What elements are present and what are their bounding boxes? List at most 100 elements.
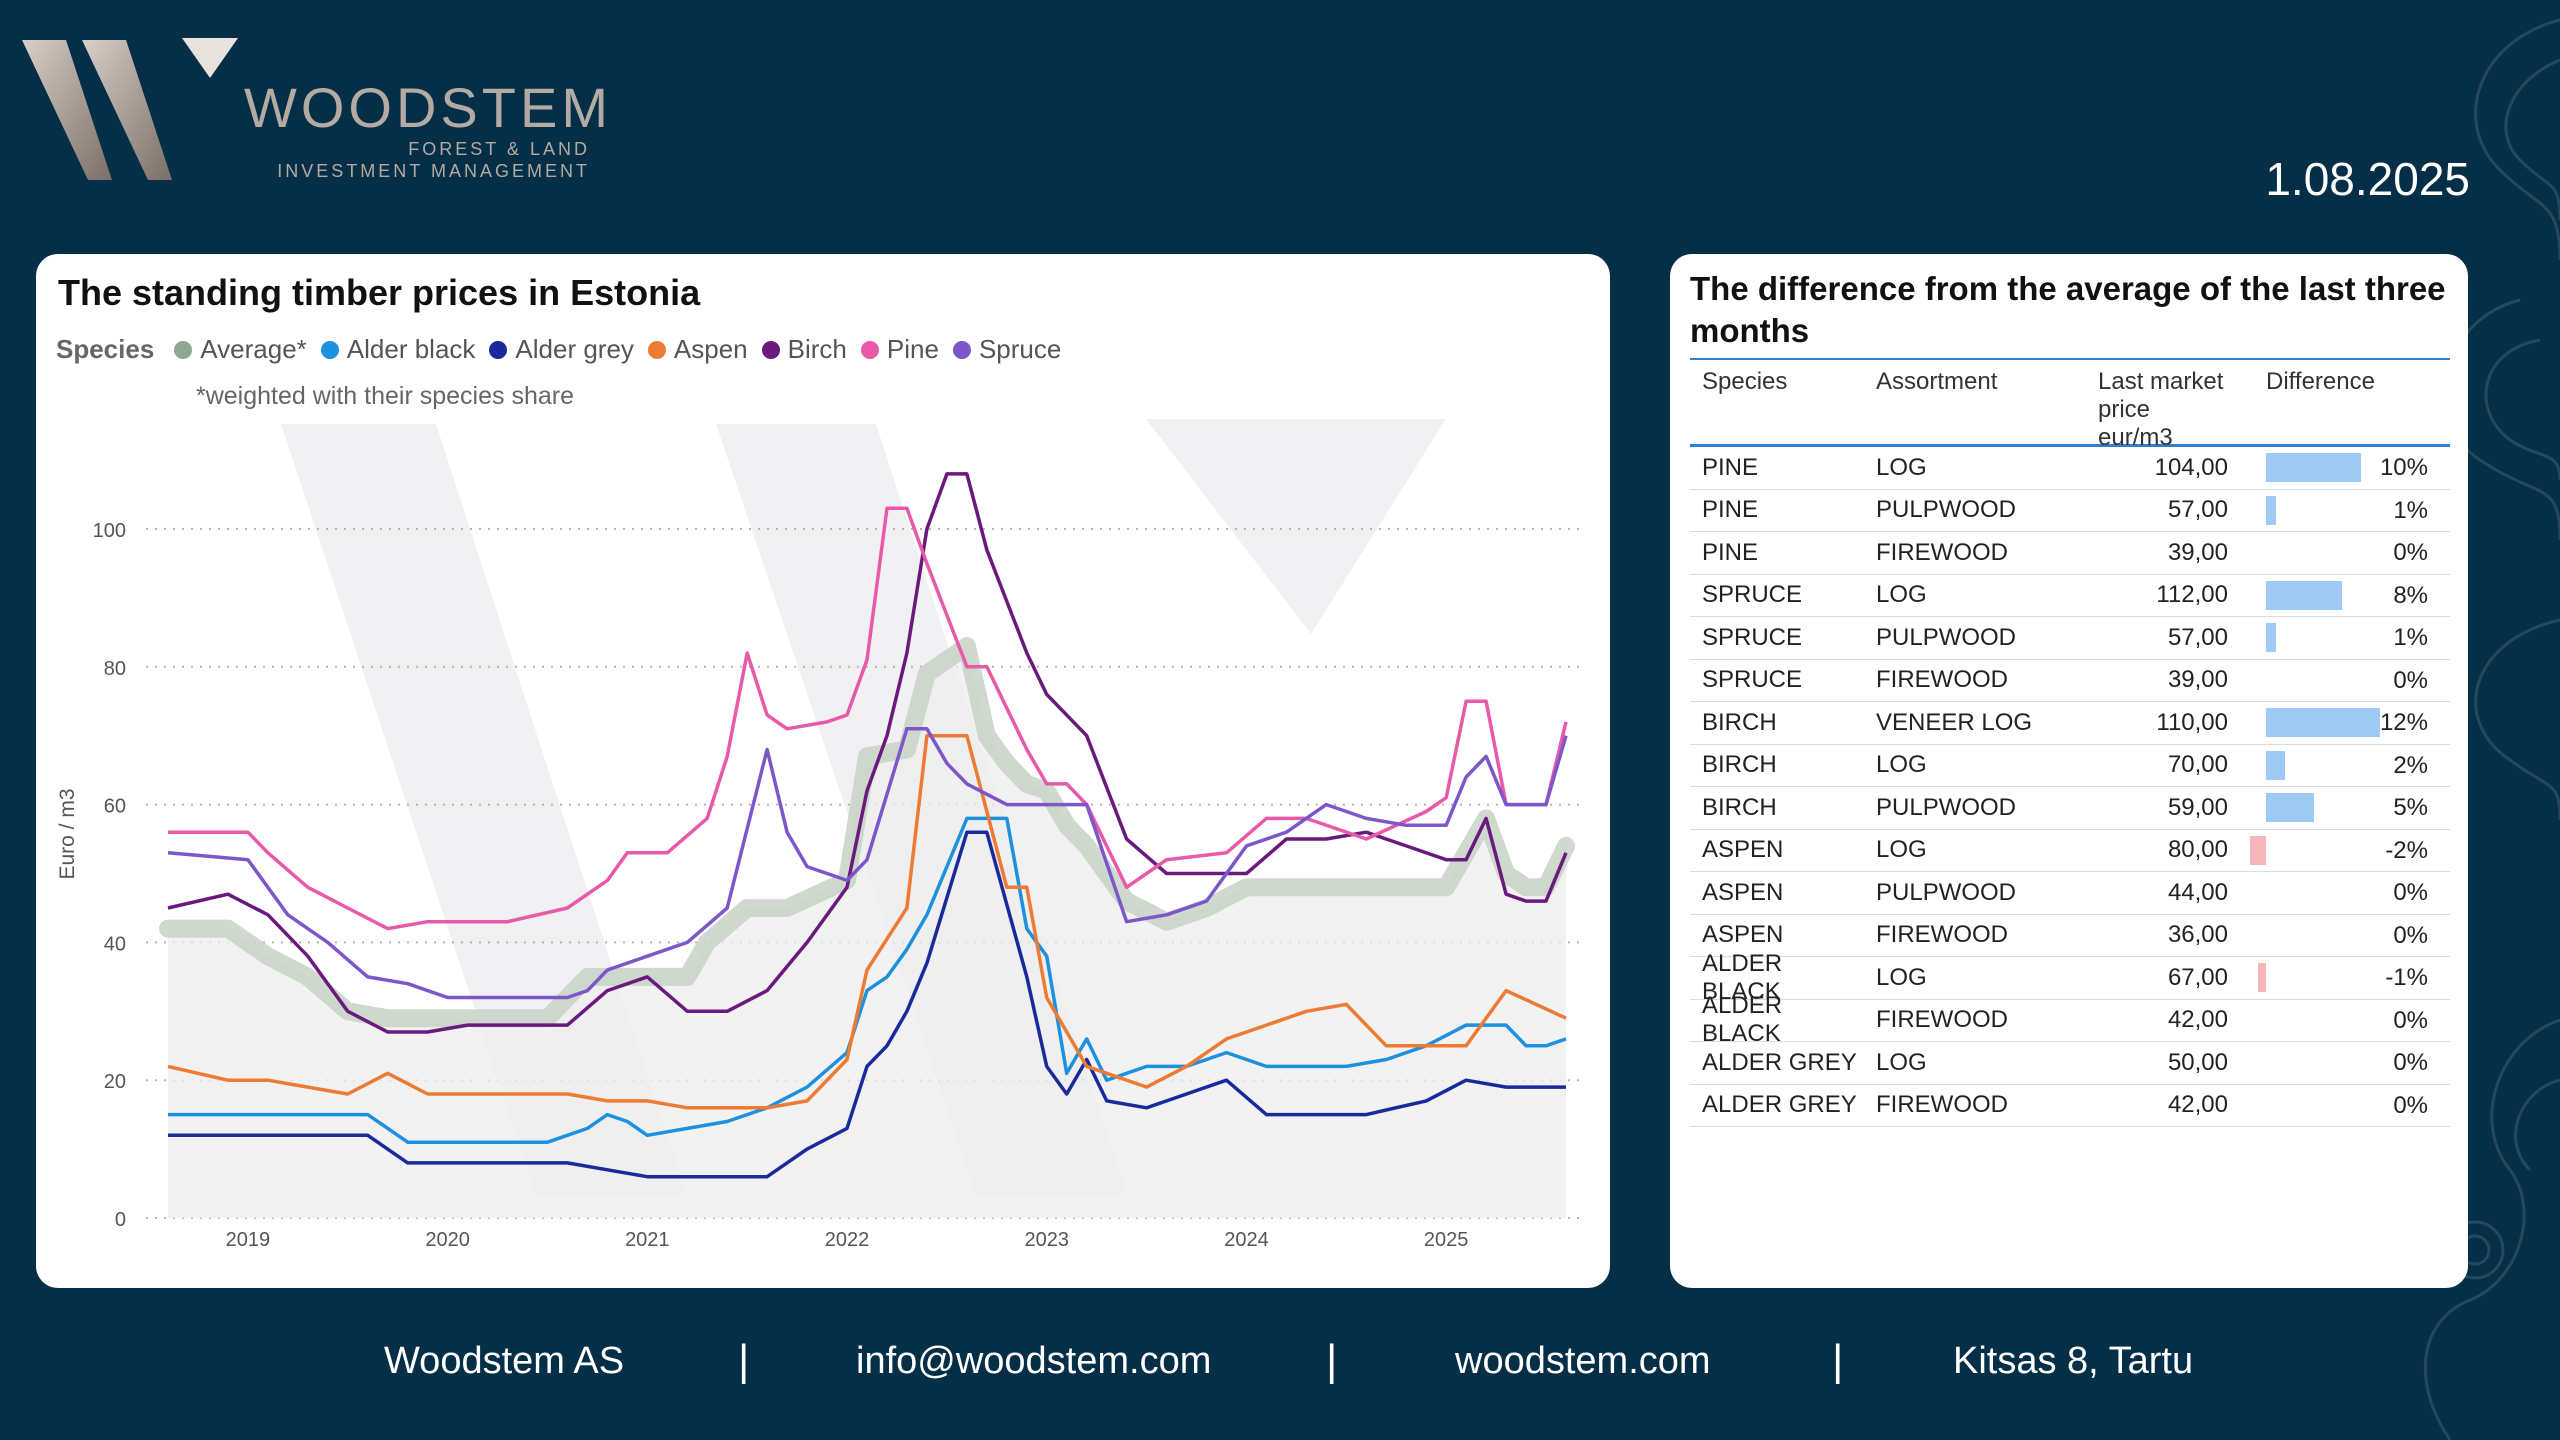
difference-value: 5% — [2393, 794, 2428, 821]
cell-difference: 5% — [2266, 787, 2436, 829]
legend-dot — [860, 340, 879, 359]
difference-value: 0% — [2393, 539, 2428, 566]
difference-value: -1% — [2385, 964, 2428, 991]
cell-species: ALDER GREY — [1702, 1091, 1857, 1119]
header-price-line2: price eur/m3 — [2098, 396, 2173, 451]
legend-dot — [174, 340, 193, 359]
legend-item[interactable]: Average* — [174, 334, 307, 365]
legend-item[interactable]: Alder black — [320, 334, 476, 365]
cell-price: 39,00 — [2167, 538, 2228, 566]
cell-assortment: FIREWOOD — [1876, 666, 2008, 694]
watermark-shape — [1146, 419, 1446, 634]
cell-species: PINE — [1702, 538, 1759, 566]
brand-sub2: INVESTMENT MANAGEMENT — [277, 161, 590, 181]
difference-bar — [2266, 750, 2285, 780]
legend-item[interactable]: Aspen — [647, 334, 748, 365]
chart-legend: Species Average* Alder black Alder grey Asp… — [56, 334, 1075, 365]
footer-separator: | — [1832, 1336, 1844, 1385]
table-body: PINE LOG 104,00 10% PINE PULPWOOD 57,00 1% PINE F… — [1690, 447, 2450, 1127]
cell-assortment: VENEER LOG — [1876, 708, 2033, 736]
difference-value: 0% — [2393, 666, 2428, 694]
cell-price: 67,00 — [2167, 963, 2228, 991]
legend-label: Alder grey — [515, 334, 634, 364]
cell-price: 59,00 — [2167, 793, 2228, 821]
cell-assortment: LOG — [1876, 453, 1927, 481]
table-row: ALDER BLACK LOG 67,00 -1% — [1690, 950, 2450, 1005]
footer-website[interactable]: woodstem.com — [1455, 1340, 1711, 1382]
cell-price: 112,00 — [2156, 581, 2228, 609]
legend-item[interactable]: Alder grey — [489, 334, 634, 365]
cell-species: SPRUCE — [1702, 581, 1803, 609]
cell-price: 104,00 — [2154, 453, 2228, 481]
cell-difference: 10% — [2266, 447, 2436, 489]
difference-bar — [2266, 623, 2276, 652]
y-tick-label: 20 — [104, 1071, 126, 1093]
difference-table-card: The difference from the average of the l… — [1670, 254, 2468, 1288]
cell-species: PINE — [1702, 453, 1759, 481]
average-note: *weighted with their species share — [196, 382, 574, 410]
x-tick-label: 2025 — [1424, 1229, 1469, 1251]
cell-assortment: PULPWOOD — [1876, 496, 2017, 524]
difference-value: 2% — [2393, 751, 2428, 779]
x-tick-label: 2021 — [625, 1229, 670, 1251]
cell-price: 57,00 — [2167, 496, 2228, 524]
x-tick-label: 2024 — [1224, 1229, 1269, 1251]
difference-value: 0% — [2393, 879, 2428, 906]
series-line-pine — [168, 506, 1568, 931]
legend-dot — [320, 340, 339, 359]
cell-species: ALDER BLACK — [1702, 949, 1783, 1005]
table-row: ASPEN LOG 80,00 -2% — [1690, 830, 2450, 872]
y-tick-label: 60 — [104, 796, 126, 818]
brand-name: WOODSTEM — [244, 76, 612, 139]
table-title: The difference from the average of the l… — [1690, 268, 2450, 360]
cell-assortment: LOG — [1876, 751, 1927, 779]
series-line-alder-black — [168, 816, 1567, 1144]
cell-assortment: LOG — [1876, 1048, 1927, 1076]
cell-assortment: FIREWOOD — [1876, 1006, 2008, 1034]
difference-value: 0% — [2393, 1091, 2428, 1119]
series-line-aspen — [167, 733, 1567, 1110]
series-line-spruce — [167, 727, 1568, 1000]
table-row: SPRUCE FIREWOOD 39,00 0% — [1690, 660, 2450, 702]
y-tick-label: 80 — [104, 658, 126, 680]
cell-difference: -2% — [2250, 830, 2436, 872]
cell-price: 70,00 — [2167, 751, 2228, 779]
header-assortment: Assortment — [1876, 368, 1998, 395]
y-tick-label: 100 — [93, 520, 126, 542]
legend-item[interactable]: Birch — [761, 334, 847, 365]
brand-sub1: FOREST & LAND — [408, 139, 590, 159]
table-row: ASPEN PULPWOOD 44,00 0% — [1690, 872, 2450, 915]
table-row: ALDER GREY LOG 50,00 0% — [1690, 1042, 2450, 1085]
contour-decoration — [2423, 18, 2560, 1440]
cell-assortment: FIREWOOD — [1876, 1091, 2008, 1119]
difference-value: -2% — [2385, 836, 2428, 864]
series-line-alder-grey — [168, 830, 1566, 1179]
cell-species: SPRUCE — [1702, 623, 1803, 651]
x-tick-label: 2019 — [226, 1229, 271, 1251]
cell-species: BIRCH — [1702, 793, 1777, 821]
cell-species: ASPEN — [1702, 878, 1784, 906]
difference-bar — [2266, 453, 2361, 482]
legend-item[interactable]: Pine — [860, 334, 939, 365]
table-row: ASPEN FIREWOOD 36,00 0% — [1690, 915, 2450, 957]
y-axis-label: Euro / m3 — [56, 788, 79, 879]
table-row: PINE LOG 104,00 10% — [1690, 447, 2450, 490]
footer-email[interactable]: info@woodstem.com — [856, 1340, 1212, 1382]
legend-label: Alder black — [346, 334, 476, 364]
y-tick-label: 40 — [104, 933, 126, 955]
table-row: BIRCH LOG 70,00 2% — [1690, 745, 2450, 787]
cell-species: BIRCH — [1702, 751, 1777, 779]
legend-label: Birch — [787, 334, 847, 364]
cell-difference: 8% — [2266, 575, 2436, 617]
cell-species: ASPEN — [1702, 921, 1784, 949]
x-tick-label: 2020 — [425, 1229, 470, 1251]
legend-item[interactable]: Spruce — [952, 334, 1062, 365]
cell-species: ALDER GREY — [1702, 1048, 1857, 1076]
difference-value: 1% — [2393, 624, 2428, 651]
legend-label: Spruce — [978, 334, 1062, 364]
legend-dot — [761, 340, 780, 359]
header-difference: Difference — [2266, 368, 2375, 395]
series-line-birch — [167, 472, 1568, 1034]
difference-value: 8% — [2393, 581, 2428, 609]
cell-difference: -1% — [2258, 957, 2436, 999]
